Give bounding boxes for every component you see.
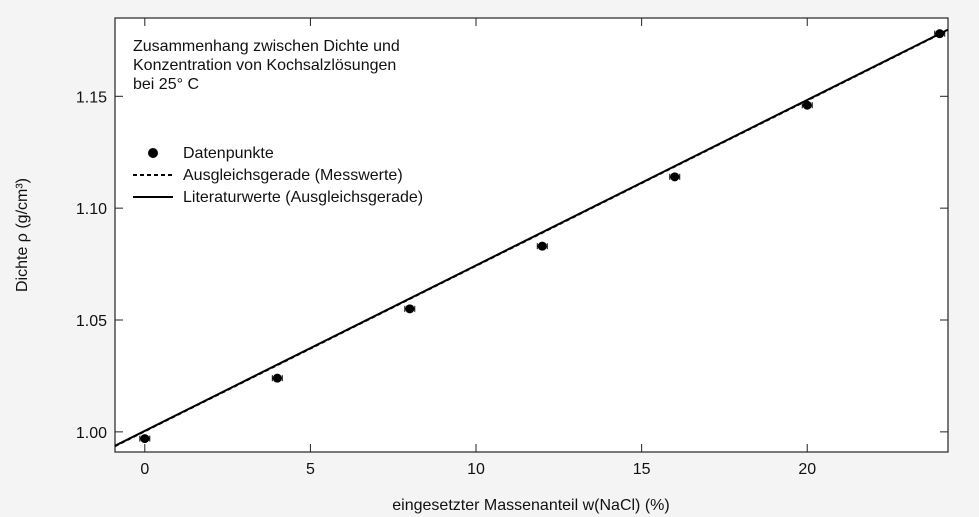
- chart-title: Zusammenhang zwischen Dichte und: [133, 38, 400, 55]
- x-axis-label: eingesetzter Massenanteil w(NaCl) (%): [392, 497, 669, 514]
- fit-line: [114, 28, 949, 447]
- chart-title: Konzentration von Kochsalzlösungen: [133, 57, 396, 74]
- x-tick-label: 0: [140, 461, 149, 478]
- legend-label: Datenpunkte: [183, 145, 274, 162]
- data-point: [140, 434, 150, 444]
- legend-label: Literaturwerte (Ausgleichsgerade): [183, 189, 423, 206]
- y-tick-label: 1.10: [76, 201, 107, 218]
- legend-label: Ausgleichsgerade (Messwerte): [183, 167, 403, 184]
- legend-marker: [148, 148, 158, 158]
- data-point: [802, 100, 812, 110]
- y-tick-label: 1.00: [76, 425, 107, 442]
- data-point: [670, 172, 680, 182]
- chart-title: bei 25° C: [133, 76, 199, 93]
- plot-area: [114, 17, 949, 453]
- y-tick-label: 1.15: [76, 89, 107, 106]
- x-tick-label: 5: [306, 461, 315, 478]
- x-tick-label: 20: [798, 461, 816, 478]
- y-tick-label: 1.05: [76, 313, 107, 330]
- x-tick-label: 15: [633, 461, 651, 478]
- data-point: [272, 373, 282, 383]
- x-tick-label: 10: [467, 461, 485, 478]
- data-point: [537, 241, 547, 251]
- y-axis-label: Dichte ρ (g/cm³): [14, 178, 31, 292]
- data-point: [405, 304, 415, 314]
